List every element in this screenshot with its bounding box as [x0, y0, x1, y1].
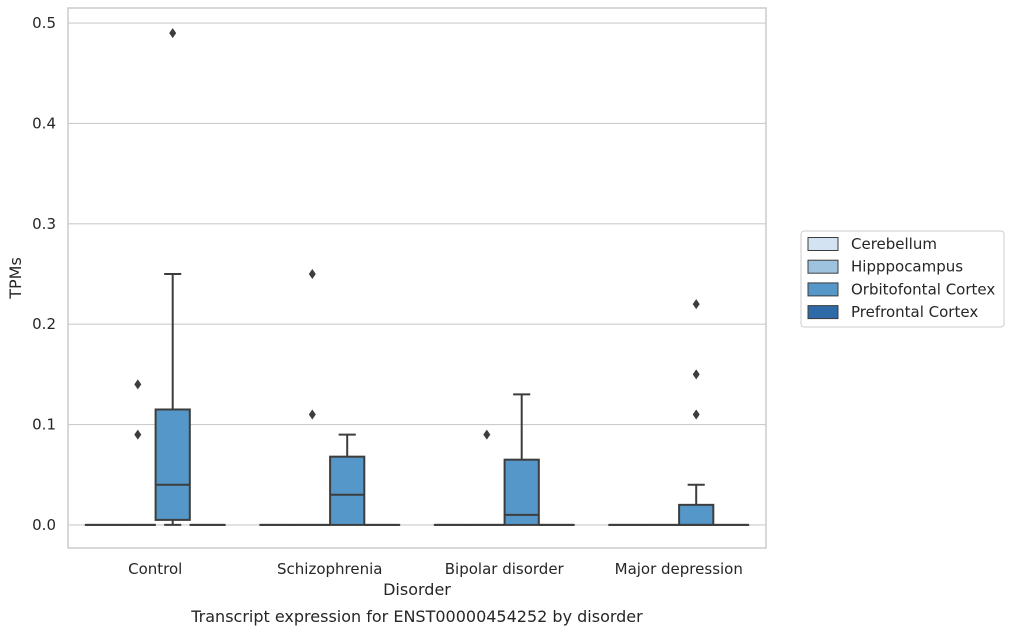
- box-body: [329, 455, 366, 526]
- box-orbitofontal-cortex-major-depression: [678, 299, 715, 526]
- legend-items: Cerebellum Hipppocampus Orbitofontal Corte…: [807, 235, 995, 321]
- legend-swatch: [807, 237, 839, 251]
- y-tick-labels: 0.0 0.1 0.2 0.3 0.4 0.5: [32, 14, 56, 534]
- outlier-point: [308, 409, 316, 420]
- outlier-point: [134, 379, 142, 390]
- legend-swatch: [807, 305, 839, 320]
- y-tick-label: 0.3: [32, 215, 56, 233]
- legend-swatch: [807, 259, 839, 274]
- legend-frame: [800, 230, 1005, 328]
- x-tick-labels: Control Schizophrenia Bipolar disorder Majo…: [128, 560, 743, 578]
- box-hipppocampus-schizophrenia: [294, 268, 331, 526]
- outlier-point: [134, 429, 142, 440]
- legend: Cerebellum Hipppocampus Orbitofontal Corte…: [800, 230, 1005, 328]
- outlier-point: [308, 268, 316, 279]
- legend-item-cerebellum: Cerebellum: [807, 235, 937, 253]
- legend-item-orbitofontal-cortex: Orbitofontal Cortex: [807, 280, 995, 298]
- x-tick-label-major-depression: Major depression: [615, 560, 743, 578]
- x-axis-label: Disorder: [383, 580, 451, 599]
- y-tick-label: 0.1: [32, 416, 56, 434]
- legend-item-hipppocampus: Hipppocampus: [807, 258, 963, 276]
- legend-label: Hipppocampus: [851, 258, 963, 276]
- box-orbitofontal-cortex-schizophrenia: [329, 433, 366, 526]
- x-tick-label-schizophrenia: Schizophrenia: [277, 560, 382, 578]
- y-tick-label: 0.0: [32, 516, 56, 534]
- boxes-layer: [84, 28, 750, 526]
- box-orbitofontal-cortex-control: [154, 28, 191, 526]
- outlier-point: [169, 28, 177, 39]
- x-tick-label-control: Control: [128, 560, 182, 578]
- y-axis-label: TPMs: [6, 257, 25, 300]
- x-tick-label-bipolar-disorder: Bipolar disorder: [445, 560, 565, 578]
- outlier-point: [692, 299, 700, 310]
- legend-label: Cerebellum: [851, 235, 937, 253]
- legend-item-prefrontal-cortex: Prefrontal Cortex: [807, 303, 978, 321]
- box-orbitofontal-cortex-bipolar-disorder: [503, 393, 540, 526]
- box-hipppocampus-bipolar-disorder: [468, 429, 505, 526]
- chart-caption: Transcript expression for ENST0000045425…: [190, 607, 643, 626]
- outlier-point: [692, 369, 700, 380]
- plot-frame: [67, 7, 767, 549]
- legend-label: Prefrontal Cortex: [851, 303, 978, 321]
- box-body: [678, 503, 715, 526]
- outlier-point: [483, 429, 491, 440]
- legend-swatch: [807, 282, 839, 297]
- legend-label: Orbitofontal Cortex: [851, 280, 995, 298]
- y-tick-label: 0.4: [32, 114, 56, 132]
- y-tick-label: 0.2: [32, 315, 56, 333]
- outlier-point: [692, 409, 700, 420]
- box-body: [154, 408, 191, 521]
- box-hipppocampus-control: [119, 379, 156, 526]
- y-tick-label: 0.5: [32, 14, 56, 32]
